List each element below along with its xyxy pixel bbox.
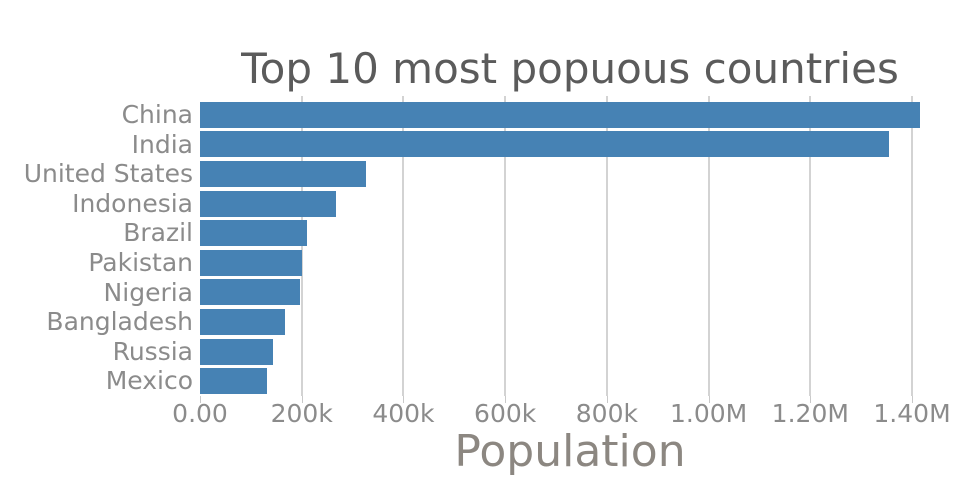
y-label-china: China <box>121 100 193 129</box>
bar-mexico <box>200 368 267 395</box>
bar-united-states <box>200 161 367 187</box>
gridline-800k <box>605 96 608 396</box>
gridline-1-20m <box>809 96 812 396</box>
bar-nigeria <box>200 279 300 306</box>
bar-pakistan <box>200 249 303 276</box>
tick-mark-200k <box>301 396 303 403</box>
y-label-indonesia: Indonesia <box>72 188 193 218</box>
y-label-brazil: Brazil <box>123 218 193 248</box>
gridline-1-00m <box>707 96 710 396</box>
y-label-mexico: Mexico <box>105 366 193 396</box>
bar-indonesia <box>200 190 336 217</box>
x-tick-label-1-00m: 1.00M <box>669 399 748 428</box>
bar-bangladesh <box>200 309 285 335</box>
x-tick-label-600k: 600k <box>474 399 537 428</box>
bar-china <box>200 101 920 128</box>
x-tick-label-200k: 200k <box>270 399 333 428</box>
y-label-nigeria: Nigeria <box>103 277 193 307</box>
x-tick-label-400k: 400k <box>372 399 435 428</box>
gridline-1-40m <box>911 96 914 396</box>
gridline-600k <box>504 96 507 396</box>
tick-mark-1-40m <box>912 396 914 403</box>
y-label-bangladesh: Bangladesh <box>46 307 193 337</box>
y-label-russia: Russia <box>112 336 193 366</box>
y-label-pakistan: Pakistan <box>88 248 193 277</box>
y-label-united-states: United States <box>23 159 193 189</box>
tick-mark-1-00m <box>708 396 710 403</box>
bar-india <box>200 131 889 158</box>
y-label-india: India <box>131 129 193 159</box>
x-tick-label-800k: 800k <box>575 399 638 428</box>
x-axis-title: Population <box>454 426 686 477</box>
gridline-400k <box>402 96 405 396</box>
tick-mark-400k <box>403 396 405 403</box>
chart-title: Top 10 most popuous countries <box>241 44 899 93</box>
bar-brazil <box>200 220 308 247</box>
tick-mark-0-00 <box>200 396 201 403</box>
x-tick-label-0-00: 0.00 <box>172 399 228 428</box>
tick-mark-1-20m <box>810 396 812 403</box>
tick-mark-600k <box>505 396 507 403</box>
x-tick-label-1-40m: 1.40M <box>873 399 951 428</box>
tick-mark-800k <box>606 396 608 403</box>
bar-russia <box>200 338 274 365</box>
x-tick-label-1-20m: 1.20M <box>771 399 849 428</box>
